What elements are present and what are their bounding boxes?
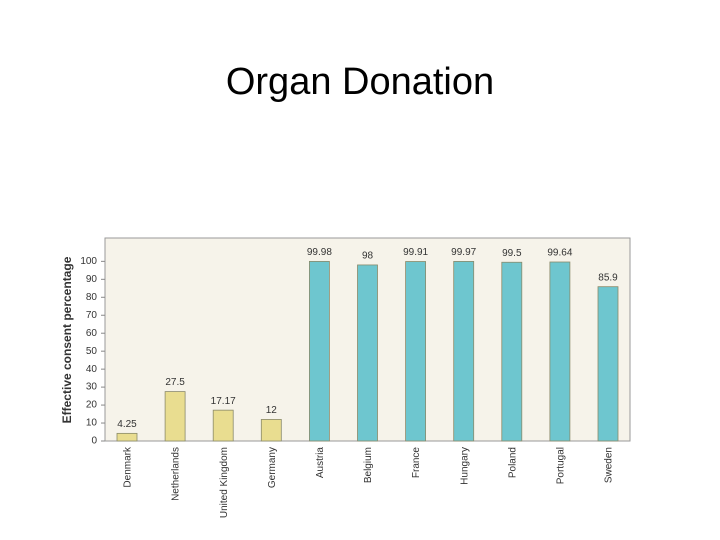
value-label: 99.97 — [451, 247, 476, 258]
x-tick-label: Hungary — [459, 447, 470, 485]
x-tick-label: Germany — [267, 447, 278, 488]
value-label: 98 — [362, 251, 374, 262]
value-label: 99.64 — [547, 248, 572, 259]
bar — [405, 261, 427, 442]
bar — [308, 260, 330, 442]
bar — [357, 264, 378, 442]
value-label: 99.5 — [502, 248, 522, 259]
y-tick-label: 40 — [86, 364, 98, 375]
value-label: 99.91 — [403, 247, 428, 258]
value-label: 85.9 — [598, 272, 618, 283]
y-tick-label: 80 — [86, 292, 98, 303]
y-tick-label: 100 — [80, 256, 97, 267]
y-axis-label: Effective consent percentage — [60, 256, 74, 423]
y-tick-label: 10 — [86, 418, 98, 429]
x-tick-label: United Kingdom — [219, 447, 230, 518]
x-tick-label: Sweden — [604, 447, 615, 483]
y-tick-label: 30 — [86, 382, 98, 393]
bar — [597, 286, 619, 442]
y-tick-label: 60 — [86, 328, 98, 339]
bar — [501, 261, 523, 442]
x-tick-label: Belgium — [363, 447, 374, 483]
x-tick-label: France — [411, 447, 422, 479]
x-tick-label: Denmark — [123, 446, 134, 488]
y-tick-label: 70 — [86, 310, 98, 321]
value-label: 17.17 — [211, 396, 236, 407]
bar — [453, 261, 475, 442]
x-tick-label: Poland — [507, 447, 518, 478]
value-label: 27.5 — [165, 377, 185, 388]
value-label: 99.98 — [307, 247, 332, 258]
y-tick-label: 0 — [91, 436, 97, 447]
bar — [212, 409, 234, 442]
x-tick-label: Portugal — [556, 447, 567, 484]
bar — [164, 391, 186, 442]
bar — [116, 432, 138, 442]
bar — [260, 419, 282, 442]
y-tick-label: 20 — [86, 400, 98, 411]
y-tick-label: 90 — [86, 274, 98, 285]
x-tick-label: Austria — [315, 447, 326, 479]
bar — [549, 261, 571, 442]
value-label: 4.25 — [117, 419, 137, 430]
y-tick-label: 50 — [86, 346, 98, 357]
value-label: 12 — [266, 405, 278, 416]
slide-title: Organ Donation — [226, 61, 494, 103]
x-tick-label: Netherlands — [171, 447, 182, 501]
